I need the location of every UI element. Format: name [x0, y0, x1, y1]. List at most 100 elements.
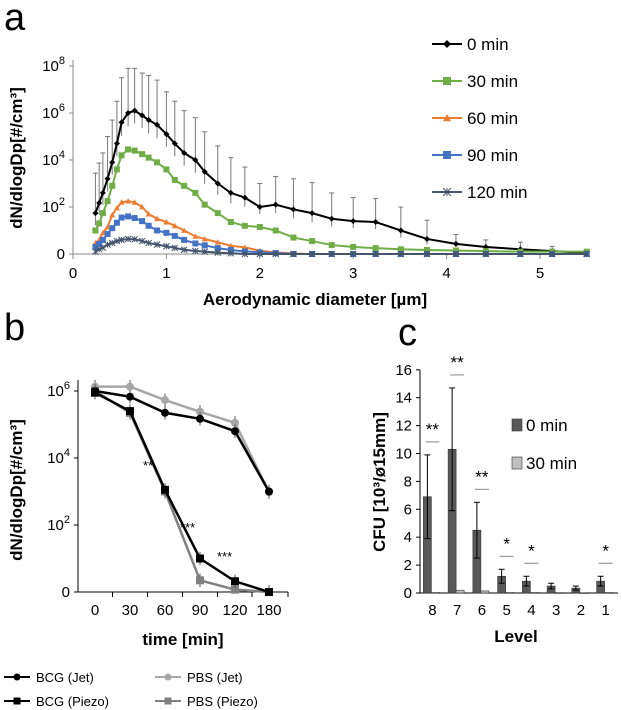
b-legend-label: PBS (Piezo)	[187, 694, 258, 709]
a-data-point	[482, 250, 490, 258]
c-x-tick-label: 4	[527, 602, 535, 619]
panel-label-a: a	[4, 0, 26, 39]
a-legend-marker	[443, 40, 451, 48]
a-legend-label: 0 min	[467, 35, 509, 54]
a-data-point	[423, 247, 430, 254]
a-data-point	[256, 204, 263, 210]
b-series-line	[95, 385, 271, 493]
a-x-tick-label: 1	[162, 265, 170, 282]
c-y-tick-label: 0	[404, 585, 412, 602]
b-data-point	[91, 388, 99, 397]
a-data-point	[308, 250, 316, 258]
a-y-tick-label: 108	[42, 55, 65, 75]
a-data-point	[423, 235, 430, 242]
b-y-tick-label: 104	[47, 447, 70, 467]
b-legend-label: PBS (Jet)	[187, 670, 243, 685]
a-data-point	[452, 250, 460, 258]
c-x-tick-label: 2	[577, 602, 585, 619]
a-data-point	[163, 219, 170, 225]
a-data-point	[309, 238, 316, 245]
a-data-point	[138, 237, 146, 245]
a-y-tick-label: 102	[42, 196, 65, 216]
a-data-point	[349, 250, 357, 258]
a-data-point	[517, 250, 524, 258]
a-data-point	[118, 214, 125, 221]
b-data-point	[161, 408, 169, 417]
a-data-point	[290, 250, 297, 258]
a-data-point	[99, 229, 106, 236]
a-y-tick-label: 106	[42, 102, 65, 122]
a-data-point	[201, 248, 209, 256]
b-data-point	[196, 414, 204, 423]
a-data-point	[139, 218, 146, 225]
c-x-tick-label: 5	[502, 602, 510, 619]
b-x-tick-label: 120	[222, 602, 247, 619]
c-x-tick-label: 1	[601, 602, 609, 619]
b-data-point	[126, 382, 134, 391]
a-legend-label: 30 min	[467, 72, 518, 91]
a-data-point	[201, 201, 208, 208]
c-y-tick-label: 10	[395, 446, 412, 463]
c-significance: **	[426, 420, 440, 439]
a-data-point	[154, 159, 161, 166]
a-data-point	[241, 222, 248, 229]
b-significance: ***	[180, 520, 195, 535]
a-data-point	[163, 166, 170, 173]
b-x-tick-label: 180	[256, 602, 281, 619]
c-y-tick-label: 4	[404, 529, 412, 546]
a-data-point	[118, 199, 125, 205]
a-legend-marker	[443, 114, 451, 122]
a-data-point	[372, 250, 379, 258]
a-legend-label: 120 min	[467, 183, 527, 202]
a-data-point	[397, 246, 404, 253]
panel-label-b: b	[4, 307, 25, 349]
a-data-point	[109, 211, 116, 218]
a-data-point	[153, 241, 161, 248]
b-x-tick-label: 60	[157, 602, 174, 619]
b-series-line	[94, 389, 271, 493]
b-data-point	[196, 576, 204, 585]
c-significance: *	[602, 541, 609, 560]
c-significance: *	[503, 534, 510, 553]
a-data-point	[154, 227, 161, 234]
b-significance: ***	[217, 549, 232, 564]
a-data-point	[214, 180, 221, 187]
a-data-point	[192, 189, 199, 196]
b-x-axis-label: time [min]	[142, 630, 223, 649]
a-data-point	[192, 233, 199, 239]
a-data-point	[139, 112, 146, 119]
a-x-tick-label: 4	[442, 265, 450, 282]
a-data-point	[350, 218, 357, 225]
a-data-point	[145, 222, 152, 229]
b-y-axis-label: dN/dlogDp[#/cm³]	[7, 419, 26, 561]
a-data-point	[113, 166, 120, 173]
b-series-line	[94, 389, 270, 594]
a-x-axis-label: Aerodynamic diameter [µm]	[203, 290, 427, 309]
a-data-point	[171, 176, 178, 183]
a-data-point	[227, 242, 234, 249]
b-legend-label: BCG (Piezo)	[36, 694, 109, 709]
a-x-tick-label: 0	[69, 265, 77, 282]
c-bar	[505, 592, 514, 594]
a-data-point	[328, 242, 335, 249]
a-data-point	[227, 249, 235, 257]
a-data-point	[92, 227, 99, 234]
a-legend-marker	[442, 187, 452, 197]
a-data-point	[256, 223, 263, 230]
c-y-axis-label: CFU [10³/ø15mm]	[370, 412, 389, 552]
a-x-tick-label: 3	[349, 265, 357, 282]
b-legend-marker	[164, 697, 172, 705]
a-data-point	[201, 242, 208, 249]
a-data-point	[227, 219, 234, 226]
a-x-tick-label: 2	[256, 265, 264, 282]
c-x-tick-label: 8	[428, 602, 436, 619]
b-data-point	[126, 407, 134, 416]
a-data-point	[118, 236, 125, 244]
a-data-point	[241, 250, 249, 258]
b-legend-marker	[13, 673, 21, 681]
a-data-point	[92, 210, 99, 217]
a-data-point	[328, 215, 335, 222]
b-x-tick-label: 90	[192, 602, 209, 619]
c-bar	[604, 592, 613, 594]
